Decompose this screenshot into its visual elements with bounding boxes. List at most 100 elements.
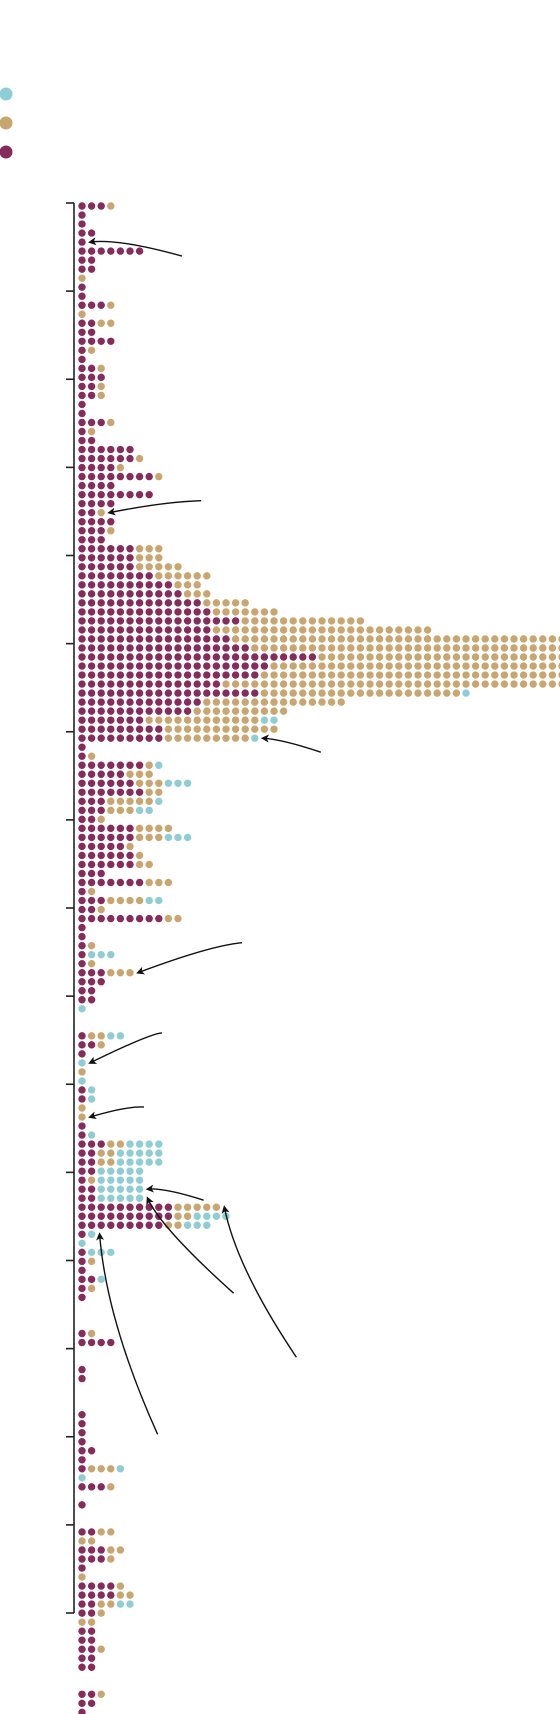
data-point xyxy=(183,734,192,742)
data-point xyxy=(78,364,86,373)
data-point xyxy=(519,671,528,679)
legend-marker-1 xyxy=(0,87,13,101)
data-point xyxy=(212,725,221,733)
data-point xyxy=(97,472,105,481)
data-point xyxy=(145,581,153,589)
data-point xyxy=(78,1654,86,1662)
data-point xyxy=(270,707,278,715)
data-point xyxy=(212,617,221,625)
data-point xyxy=(155,671,163,679)
data-point xyxy=(87,770,96,778)
data-point xyxy=(529,644,537,652)
data-point xyxy=(308,617,317,625)
data-point xyxy=(78,1582,86,1590)
data-point xyxy=(414,662,422,670)
data-point xyxy=(97,1212,105,1220)
data-point xyxy=(347,626,355,634)
data-point xyxy=(135,1149,144,1157)
data-point xyxy=(423,626,432,634)
data-point xyxy=(289,653,297,661)
data-point xyxy=(116,842,125,851)
data-point xyxy=(308,635,317,643)
data-point xyxy=(375,680,384,688)
data-point xyxy=(107,481,115,490)
data-point xyxy=(97,1176,105,1184)
data-point xyxy=(356,644,365,652)
data-point xyxy=(78,545,86,553)
data-point xyxy=(462,635,470,643)
data-point xyxy=(347,680,355,688)
data-point xyxy=(97,1690,105,1699)
data-point xyxy=(395,662,403,670)
data-point xyxy=(87,716,96,724)
data-point xyxy=(164,572,173,580)
data-point xyxy=(318,644,326,652)
data-point xyxy=(135,545,144,553)
data-point xyxy=(366,689,374,697)
data-point xyxy=(116,626,125,634)
data-point xyxy=(337,617,345,625)
data-point xyxy=(116,1212,125,1220)
data-point xyxy=(78,770,86,778)
data-point xyxy=(481,653,489,661)
data-point xyxy=(452,671,461,679)
data-point xyxy=(107,1582,115,1590)
data-point xyxy=(183,1221,192,1229)
data-point xyxy=(183,644,192,652)
data-point xyxy=(97,1032,105,1040)
data-point xyxy=(107,518,115,526)
data-point xyxy=(145,472,153,481)
data-point xyxy=(135,599,144,607)
data-point xyxy=(193,698,201,706)
data-point xyxy=(155,833,163,842)
data-point xyxy=(174,572,182,580)
data-point xyxy=(126,806,134,815)
data-point xyxy=(203,653,211,661)
data-point xyxy=(78,1131,86,1139)
data-point xyxy=(366,671,374,679)
data-point xyxy=(126,644,134,652)
data-point xyxy=(87,1537,96,1545)
data-point xyxy=(87,427,96,436)
data-point xyxy=(78,734,86,742)
data-point xyxy=(97,481,105,490)
data-point xyxy=(164,833,173,842)
data-point xyxy=(126,698,134,706)
data-point xyxy=(78,220,86,228)
data-point xyxy=(174,626,182,634)
data-point xyxy=(356,680,365,688)
data-point xyxy=(107,644,115,652)
data-point xyxy=(241,680,249,688)
data-point xyxy=(107,527,115,535)
data-point xyxy=(155,1149,163,1157)
data-point xyxy=(78,1329,86,1338)
data-point xyxy=(270,716,278,724)
data-point xyxy=(97,319,105,327)
data-point xyxy=(87,1555,96,1563)
data-point xyxy=(116,851,125,860)
data-point xyxy=(183,599,192,607)
data-point xyxy=(155,680,163,688)
data-point xyxy=(251,662,259,670)
data-point xyxy=(78,815,86,824)
data-point xyxy=(116,1465,125,1473)
data-point xyxy=(299,680,307,688)
data-point xyxy=(145,698,153,706)
data-point xyxy=(107,860,115,869)
data-point xyxy=(87,1194,96,1202)
data-point xyxy=(279,653,288,661)
data-point xyxy=(116,445,125,454)
data-point xyxy=(107,734,115,742)
data-point xyxy=(78,996,86,1004)
data-point xyxy=(135,779,144,787)
data-point xyxy=(299,653,307,661)
data-point xyxy=(145,599,153,607)
data-point xyxy=(116,1140,125,1148)
data-point xyxy=(203,590,211,598)
data-point xyxy=(97,1528,105,1536)
data-point xyxy=(107,770,115,778)
data-point xyxy=(452,662,461,670)
data-point xyxy=(289,671,297,679)
data-point xyxy=(145,545,153,553)
data-point xyxy=(87,301,96,309)
